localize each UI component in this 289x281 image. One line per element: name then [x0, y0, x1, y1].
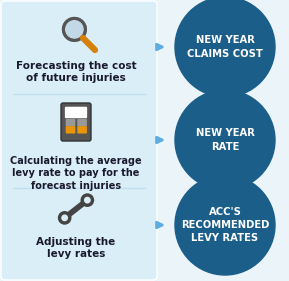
FancyBboxPatch shape	[77, 119, 87, 126]
Text: NEW YEAR
RATE: NEW YEAR RATE	[196, 128, 254, 152]
Circle shape	[84, 197, 91, 203]
FancyArrowPatch shape	[157, 44, 162, 50]
FancyBboxPatch shape	[66, 126, 75, 133]
FancyBboxPatch shape	[77, 126, 87, 133]
Text: Forecasting the cost
of future injuries: Forecasting the cost of future injuries	[16, 61, 136, 83]
Text: ACC'S
RECOMMENDED
LEVY RATES: ACC'S RECOMMENDED LEVY RATES	[181, 207, 269, 243]
Circle shape	[175, 90, 275, 190]
Polygon shape	[63, 198, 89, 220]
Circle shape	[58, 211, 71, 225]
Circle shape	[63, 18, 86, 40]
FancyBboxPatch shape	[61, 103, 91, 141]
FancyBboxPatch shape	[1, 1, 157, 280]
Circle shape	[175, 175, 275, 275]
Circle shape	[61, 214, 68, 221]
Circle shape	[175, 0, 275, 97]
FancyBboxPatch shape	[66, 119, 75, 126]
FancyArrowPatch shape	[157, 222, 162, 228]
Text: NEW YEAR
CLAIMS COST: NEW YEAR CLAIMS COST	[187, 35, 263, 59]
FancyBboxPatch shape	[65, 107, 87, 118]
Text: Adjusting the
levy rates: Adjusting the levy rates	[36, 237, 116, 259]
Circle shape	[81, 193, 94, 207]
Text: Calculating the average
levy rate to pay for the
forecast injuries: Calculating the average levy rate to pay…	[10, 156, 142, 191]
FancyArrowPatch shape	[157, 137, 162, 143]
